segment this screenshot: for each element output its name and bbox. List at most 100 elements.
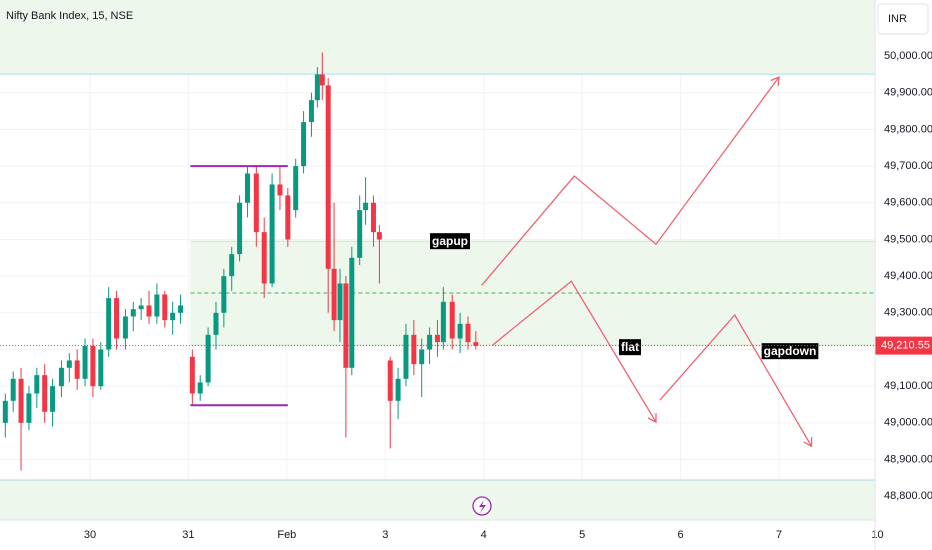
candle-body (285, 195, 291, 240)
candle-body (465, 323, 471, 343)
y-tick-label: 48,800.00 (884, 490, 932, 502)
chart-title: Nifty Bank Index, 15, NSE (6, 10, 133, 22)
x-tick-label: 3 (382, 529, 388, 541)
candle-body (237, 202, 243, 255)
candle-body (90, 345, 96, 387)
candle-body (26, 393, 32, 423)
candle-body (319, 74, 325, 86)
candle-body (170, 312, 176, 321)
candle-body (269, 184, 275, 284)
arrow-head (770, 75, 780, 87)
candle-body (403, 334, 409, 379)
candle-body (387, 360, 393, 401)
projection-path (481, 76, 780, 286)
candle-body (434, 334, 440, 343)
candle-body (325, 85, 331, 269)
candle-body (74, 360, 80, 379)
candle-body (189, 356, 195, 394)
y-tick-label: 50,000.00 (884, 50, 932, 62)
projection-path (492, 280, 657, 423)
zone (0, 480, 875, 520)
candle-body (205, 334, 211, 383)
candle-body (197, 382, 203, 394)
x-tick-label: 6 (678, 529, 684, 541)
candle-body (363, 202, 369, 211)
candle-body (114, 298, 120, 339)
candle-body (2, 400, 8, 423)
candle-body (42, 375, 48, 412)
candle-body (331, 268, 337, 321)
candle-body (473, 342, 479, 346)
candle-body (213, 312, 219, 335)
candle-body (138, 305, 144, 310)
label-box (761, 343, 819, 360)
y-tick-label: 49,300.00 (884, 307, 932, 319)
projection-label: flat (621, 340, 639, 354)
plot-area: gapup flat gapdown (0, 0, 876, 520)
candle-body (10, 378, 16, 401)
candle-body (457, 323, 463, 339)
projection-label: gapup (432, 234, 468, 248)
candle-body (314, 74, 320, 101)
candle-body (376, 232, 382, 240)
candle-body (221, 276, 227, 313)
label-box (619, 339, 642, 356)
y-tick-label: 49,700.00 (884, 160, 932, 172)
candle-body (370, 202, 376, 233)
y-tick-label: 49,100.00 (884, 380, 932, 392)
candle-body (343, 283, 349, 368)
y-tick-label: 49,800.00 (884, 123, 932, 135)
candle-body (18, 378, 24, 423)
candle-body (337, 283, 343, 321)
projection-label: gapdown (764, 344, 817, 358)
x-tick-label: 10 (871, 529, 883, 541)
last-price-label: 49,210.55 (881, 340, 930, 352)
candle-body (440, 301, 446, 343)
candle-body (146, 305, 152, 317)
y-tick-label: 49,400.00 (884, 270, 932, 282)
candle-body (244, 173, 250, 203)
arrow-head (647, 413, 657, 424)
x-tick-label: 31 (182, 529, 194, 541)
candle-body (411, 334, 417, 365)
candle-body (308, 100, 314, 123)
candle-body (82, 345, 88, 379)
y-tick-label: 49,600.00 (884, 197, 932, 209)
candle-body (301, 122, 307, 167)
y-tick-label: 49,900.00 (884, 87, 932, 99)
x-tick-label: 7 (776, 529, 782, 541)
x-tick-label: Feb (277, 529, 296, 541)
candle-body (357, 210, 363, 258)
x-tick-label: 30 (84, 529, 96, 541)
candle-body (178, 305, 184, 313)
candle-body (349, 257, 355, 368)
candle-body (449, 301, 455, 339)
candle-body (293, 166, 299, 211)
candle-body (419, 349, 425, 365)
candle-body (130, 309, 136, 317)
candle-body (162, 294, 168, 321)
y-tick-label: 49,000.00 (884, 417, 932, 429)
candle-body (66, 360, 72, 368)
y-tick-label: 48,900.00 (884, 453, 932, 465)
candle-body (50, 386, 56, 412)
candle-body (34, 375, 40, 394)
candle-body (395, 378, 401, 401)
candle-body (58, 367, 64, 387)
candle-body (122, 316, 128, 339)
x-tick-label: 4 (481, 529, 487, 541)
candle-body (427, 334, 433, 350)
candle-body (98, 349, 104, 387)
candle-body (253, 173, 259, 233)
candle-body (229, 254, 235, 277)
candle-body (261, 232, 267, 284)
currency[interactable]: INR (888, 13, 907, 25)
label-box (430, 233, 470, 250)
candle-body (106, 298, 112, 350)
event-icon-bolt (479, 500, 486, 513)
currency-box[interactable] (877, 3, 929, 35)
last-price-box (875, 336, 932, 355)
candle-body (154, 294, 160, 317)
